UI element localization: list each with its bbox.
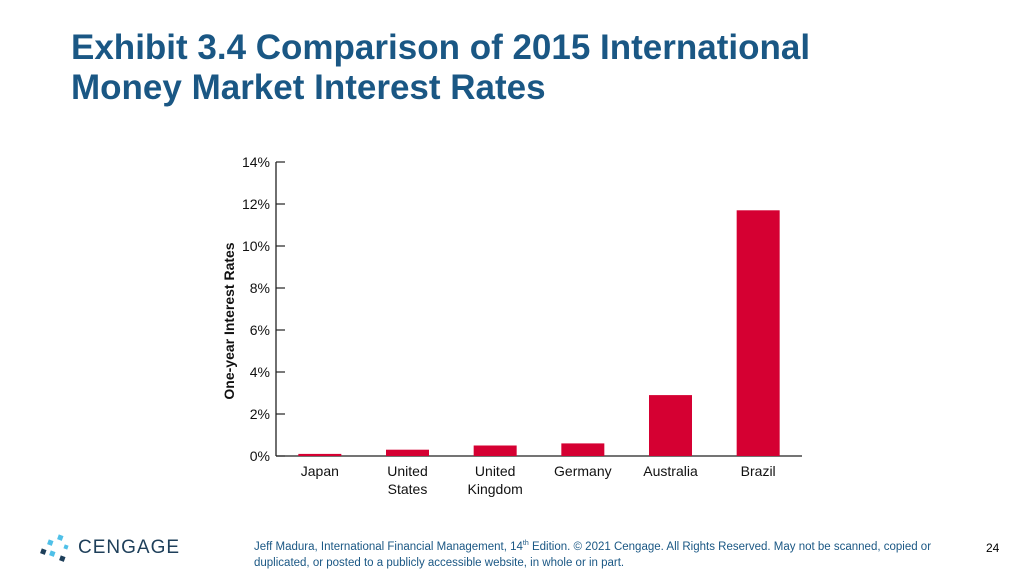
footer-text-end: Edition. © 2021 Cengage. All Rights Rese… xyxy=(254,540,932,569)
cengage-logo-icon xyxy=(40,534,69,562)
bar xyxy=(561,443,605,456)
bar xyxy=(473,445,517,456)
y-tick-label: 10% xyxy=(242,238,270,254)
footer-text-start: Jeff Madura, International Financial Man… xyxy=(254,540,523,553)
slide-title-line-2: Money Market Interest Rates xyxy=(71,68,546,107)
interest-rate-bar-chart: 0% 2% 4% 6% 8% 10% 12% 14% One-year Interest Rat… xyxy=(221,154,802,497)
slide-title: Exhibit 3.4 Comparison of 2015 Internati… xyxy=(71,28,971,108)
x-tick-label: Australia xyxy=(643,463,698,479)
bar xyxy=(298,453,342,456)
footer-superscript: th xyxy=(522,540,529,547)
bar xyxy=(649,395,692,456)
y-tick-label: 2% xyxy=(250,406,270,422)
y-tick-label: 0% xyxy=(250,448,270,464)
slide-title-line-1: Exhibit 3.4 Comparison of 2015 Internati… xyxy=(71,28,811,67)
x-tick-label: Japan xyxy=(301,463,339,479)
page-number: 24 xyxy=(986,541,1000,555)
y-tick-label: 8% xyxy=(250,280,270,296)
y-tick-label: 4% xyxy=(250,364,270,380)
x-tick-label: United States xyxy=(387,463,427,497)
y-axis-title: One-year Interest Rates xyxy=(221,242,237,399)
y-tick-label: 14% xyxy=(242,154,270,170)
x-tick-label: Brazil xyxy=(741,463,776,479)
copyright-footer: Jeff Madura, International Financial Man… xyxy=(254,536,964,571)
bar xyxy=(736,210,780,456)
x-tick-label: United Kingdom xyxy=(468,463,523,497)
cengage-logo: CENGAGE xyxy=(40,532,180,564)
x-tick-label: Germany xyxy=(554,463,612,479)
cengage-logo-text: CENGAGE xyxy=(78,537,181,558)
y-tick-label: 12% xyxy=(242,196,270,212)
bar xyxy=(386,449,429,456)
y-tick-label: 6% xyxy=(250,322,270,338)
